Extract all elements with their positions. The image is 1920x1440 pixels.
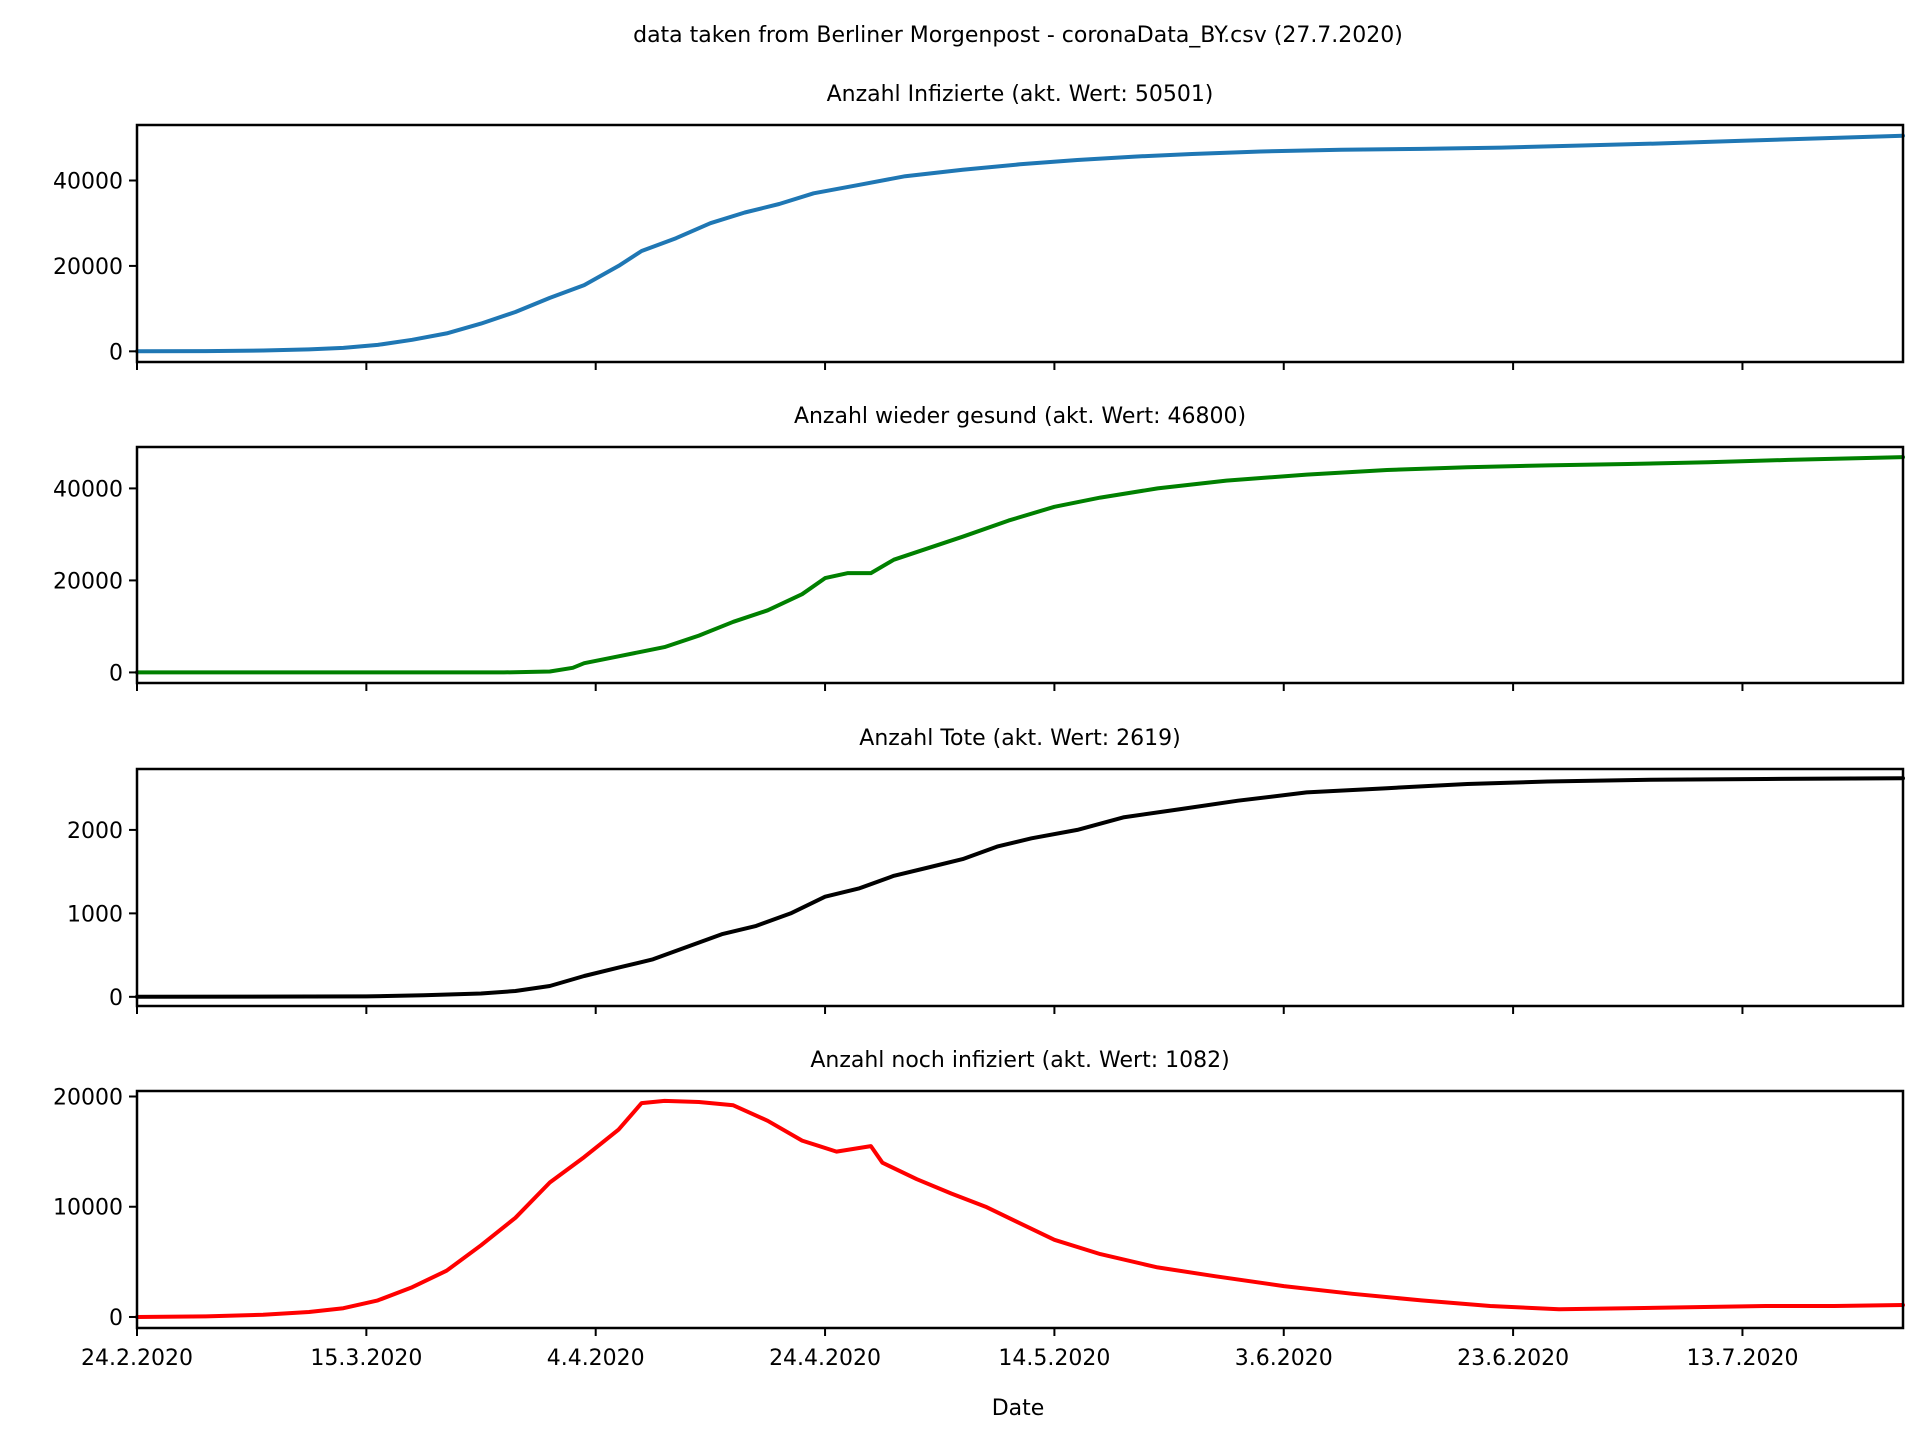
axes-frame — [135, 1089, 1905, 1330]
axes-frame — [135, 123, 1905, 364]
y-tick-label: 40000 — [53, 477, 123, 502]
subplot-3: Anzahl Tote (akt. Wert: 2619) 0 1000 2000 — [67, 726, 1905, 1014]
series-line — [135, 133, 1905, 354]
x-tick-label: 14.5.2020 — [998, 1346, 1110, 1371]
y-tick-label: 20000 — [53, 1086, 123, 1111]
y-tick-label: 0 — [109, 340, 123, 365]
x-axis-label: Date — [992, 1396, 1045, 1421]
y-tick-label: 0 — [109, 661, 123, 686]
y-tick-label: 0 — [109, 1306, 123, 1331]
y-tick-label: 40000 — [53, 170, 123, 195]
subplot-title: Anzahl Infizierte (akt. Wert: 50501) — [827, 82, 1214, 107]
x-tick-label: 13.7.2020 — [1686, 1346, 1798, 1371]
subplots: Anzahl Infizierte (akt. Wert: 50501) 0 200… — [53, 82, 1905, 1371]
x-tick-label: 24.4.2020 — [769, 1346, 881, 1371]
subplot-2: Anzahl wieder gesund (akt. Wert: 46800) 0… — [53, 404, 1905, 691]
axes-frame — [135, 767, 1905, 1008]
x-tick-label: 4.4.2020 — [547, 1346, 645, 1371]
y-tick-label: 20000 — [53, 255, 123, 280]
figure-suptitle: data taken from Berliner Morgenpost - co… — [633, 23, 1403, 48]
subplot-title: Anzahl noch infiziert (akt. Wert: 1082) — [810, 1048, 1229, 1073]
subplot-1: Anzahl Infizierte (akt. Wert: 50501) 0 200… — [53, 82, 1905, 370]
x-tick-label: 24.2.2020 — [81, 1346, 193, 1371]
y-tick-label: 2000 — [67, 819, 123, 844]
x-tick-label: 23.6.2020 — [1457, 1346, 1569, 1371]
series-line — [135, 1098, 1905, 1319]
subplot-4: Anzahl noch infiziert (akt. Wert: 1082) 0… — [53, 1048, 1905, 1371]
y-tick-label: 0 — [109, 986, 123, 1011]
subplot-title: Anzahl Tote (akt. Wert: 2619) — [859, 726, 1180, 751]
subplot-title: Anzahl wieder gesund (akt. Wert: 46800) — [794, 404, 1246, 429]
y-tick-label: 10000 — [53, 1196, 123, 1221]
axes-frame — [135, 445, 1905, 685]
series-line — [135, 776, 1905, 999]
y-tick-label: 20000 — [53, 569, 123, 594]
series-line — [135, 455, 1905, 675]
y-tick-label: 1000 — [67, 902, 123, 927]
x-tick-label: 3.6.2020 — [1235, 1346, 1333, 1371]
x-tick-label: 15.3.2020 — [310, 1346, 422, 1371]
